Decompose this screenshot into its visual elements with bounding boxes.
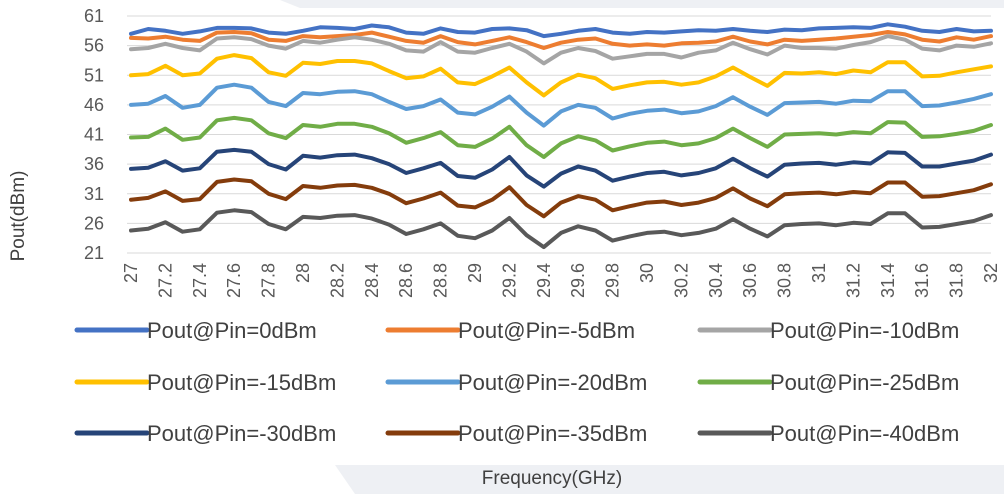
- legend: Pout@Pin=0dBm Pout@Pin=-5dBm Pout@Pin=-10d…: [74, 318, 959, 446]
- y-tick-label: 56: [84, 36, 104, 56]
- x-tick-label: 27.2: [155, 263, 175, 298]
- x-tick-label: 28.2: [327, 263, 347, 298]
- y-tick-label: 21: [84, 243, 104, 263]
- x-tick-label: 27.8: [259, 263, 279, 298]
- legend-label: Pout@Pin=-20dBm: [458, 370, 647, 395]
- y-axis-ticks: 21 26 31 36 41 46 51 56 61: [84, 6, 104, 263]
- x-tick-label: 30.2: [671, 263, 691, 298]
- y-tick-label: 41: [84, 125, 104, 145]
- x-tick-label: 32: [981, 263, 1001, 283]
- legend-label: Pout@Pin=-10dBm: [770, 318, 959, 343]
- legend-label: Pout@Pin=-5dBm: [458, 318, 635, 343]
- x-tick-label: 30: [637, 263, 657, 283]
- x-tick-label: 29.4: [534, 263, 554, 298]
- x-tick-label: 28: [293, 263, 313, 283]
- y-tick-label: 46: [84, 95, 104, 115]
- x-tick-label: 29.8: [603, 263, 623, 298]
- legend-label: Pout@Pin=-30dBm: [147, 421, 336, 446]
- y-tick-label: 51: [84, 65, 104, 85]
- x-tick-label: 29: [465, 263, 485, 283]
- legend-label: Pout@Pin=-25dBm: [770, 370, 959, 395]
- x-axis-title: Frequency(GHz): [482, 468, 622, 489]
- x-tick-label: 31.2: [843, 263, 863, 298]
- x-tick-label: 29.2: [499, 263, 519, 298]
- series-line: [129, 22, 993, 39]
- series-lines: [129, 22, 993, 250]
- series-line: [129, 115, 993, 159]
- y-axis-title: Pout(dBm): [8, 171, 29, 262]
- x-tick-label: 30.4: [706, 263, 726, 298]
- x-tick-label: 30.6: [740, 263, 760, 298]
- x-tick-label: 27.6: [224, 263, 244, 298]
- x-tick-label: 31.6: [912, 263, 932, 298]
- series-line: [129, 147, 993, 189]
- x-tick-label: 30.8: [775, 263, 795, 298]
- background-shape-top: [280, 0, 1004, 8]
- series-line: [129, 30, 993, 50]
- x-axis-ticks: 27 27.2 27.4 27.6 27.8 28 28.2 28.4 28.6 28.8 29 29…: [121, 263, 1001, 298]
- background-shape: [335, 465, 1004, 494]
- y-tick-label: 31: [84, 184, 104, 204]
- y-tick-label: 26: [84, 213, 104, 233]
- legend-label: Pout@Pin=-40dBm: [770, 421, 959, 446]
- x-tick-label: 31.8: [947, 263, 967, 298]
- x-tick-label: 31.4: [878, 263, 898, 298]
- series-line: [129, 208, 993, 250]
- series-line: [129, 34, 993, 66]
- series-line: [129, 82, 993, 128]
- x-tick-label: 28.6: [396, 263, 416, 298]
- legend-label: Pout@Pin=-15dBm: [147, 370, 336, 395]
- series-line: [129, 53, 993, 98]
- x-tick-label: 27: [121, 263, 141, 283]
- legend-label: Pout@Pin=-35dBm: [458, 421, 647, 446]
- x-tick-label: 29.6: [568, 263, 588, 298]
- x-tick-label: 31: [809, 263, 829, 283]
- x-tick-label: 28.4: [362, 263, 382, 298]
- series-line: [129, 177, 993, 219]
- y-tick-label: 36: [84, 154, 104, 174]
- y-tick-label: 61: [84, 6, 104, 26]
- x-tick-label: 28.8: [431, 263, 451, 298]
- legend-label: Pout@Pin=0dBm: [147, 318, 317, 343]
- x-tick-label: 27.4: [190, 263, 210, 298]
